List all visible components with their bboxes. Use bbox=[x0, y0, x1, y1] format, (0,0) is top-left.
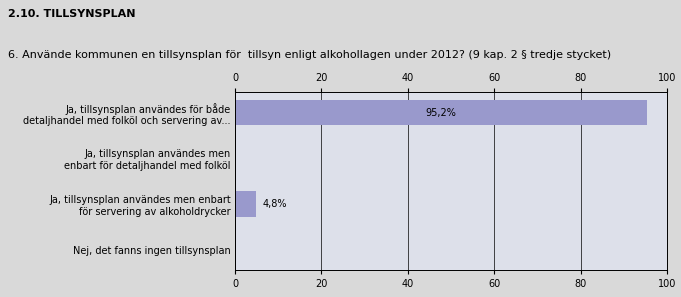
Text: 6. Använde kommunen en tillsynsplan för  tillsyn enligt alkohollagen under 2012?: 6. Använde kommunen en tillsynsplan för … bbox=[8, 50, 612, 61]
Text: 4,8%: 4,8% bbox=[262, 199, 287, 209]
Bar bbox=[235, 192, 255, 217]
Text: 2.10. TILLSYNSPLAN: 2.10. TILLSYNSPLAN bbox=[8, 9, 136, 19]
Bar bbox=[235, 100, 647, 125]
Text: 95,2%: 95,2% bbox=[426, 108, 456, 118]
